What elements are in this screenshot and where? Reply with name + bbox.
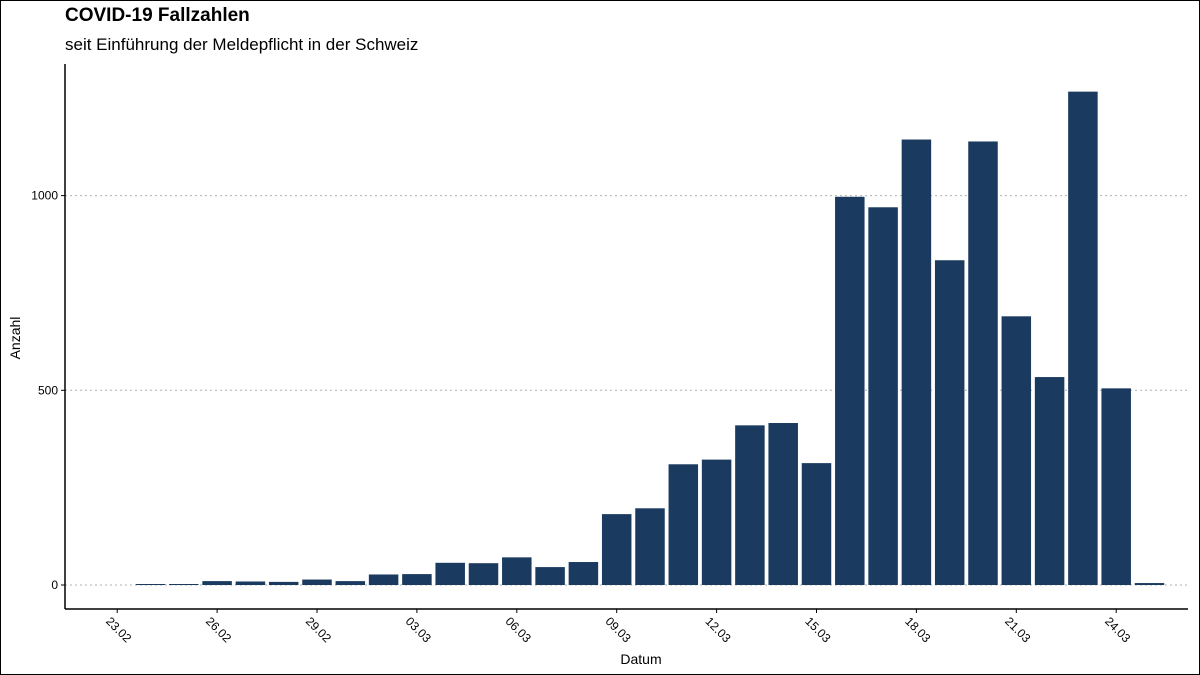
- axes: [64, 64, 1188, 610]
- bar: [135, 584, 166, 585]
- x-ticks: 23.02 26.02 29.02 03.03 06.03 09.03 12.03 15.03…: [103, 609, 1133, 646]
- x-tick-label: 26.02: [203, 614, 234, 645]
- bars: [135, 91, 1165, 586]
- bar: [1101, 388, 1131, 585]
- x-tick-label: 29.02: [303, 614, 334, 645]
- bar: [1068, 91, 1098, 586]
- bar: [1134, 583, 1165, 585]
- x-axis-title: Datum: [620, 651, 661, 667]
- bar: [934, 260, 965, 585]
- bar: [968, 141, 998, 586]
- bar: [568, 562, 599, 585]
- bar: [601, 514, 632, 585]
- y-ticks: 0 500 1000: [31, 189, 65, 592]
- bar: [535, 567, 565, 585]
- chart-subtitle: seit Einführung der Meldepflicht in der …: [65, 35, 419, 54]
- bar: [435, 562, 465, 585]
- y-axis-title: Anzahl: [7, 317, 23, 360]
- bar: [169, 584, 199, 585]
- bar: [468, 563, 499, 585]
- x-tick-label: 12.03: [702, 614, 733, 645]
- x-tick-label: 18.03: [902, 614, 933, 645]
- x-tick-label: 15.03: [802, 614, 833, 645]
- bar: [901, 139, 932, 585]
- y-tick-label: 1000: [31, 189, 58, 203]
- bar: [835, 196, 865, 586]
- x-tick-label: 24.03: [1102, 614, 1133, 645]
- x-tick-label: 06.03: [503, 614, 534, 645]
- x-tick-label: 03.03: [403, 614, 434, 645]
- bar: [202, 581, 232, 585]
- bar: [735, 425, 765, 585]
- bar: [1001, 316, 1032, 585]
- bar: [268, 581, 299, 585]
- bar: [502, 557, 532, 585]
- chart-title: COVID-19 Fallzahlen: [65, 5, 250, 26]
- bar: [668, 464, 699, 585]
- x-tick-label: 09.03: [603, 614, 634, 645]
- x-tick-label: 21.03: [1002, 614, 1033, 645]
- x-tick-label: 23.02: [103, 614, 134, 645]
- bar: [701, 459, 732, 585]
- bar: [335, 581, 366, 585]
- bar: [868, 207, 898, 586]
- bar: [635, 508, 665, 585]
- bar: [402, 574, 432, 585]
- y-tick-label: 500: [38, 383, 58, 397]
- bar: [235, 581, 266, 585]
- bar: [768, 423, 798, 585]
- bar: [368, 574, 399, 585]
- bar: [1034, 377, 1065, 585]
- bar: [302, 579, 332, 585]
- bar: [801, 463, 832, 585]
- y-tick-label: 0: [51, 578, 58, 592]
